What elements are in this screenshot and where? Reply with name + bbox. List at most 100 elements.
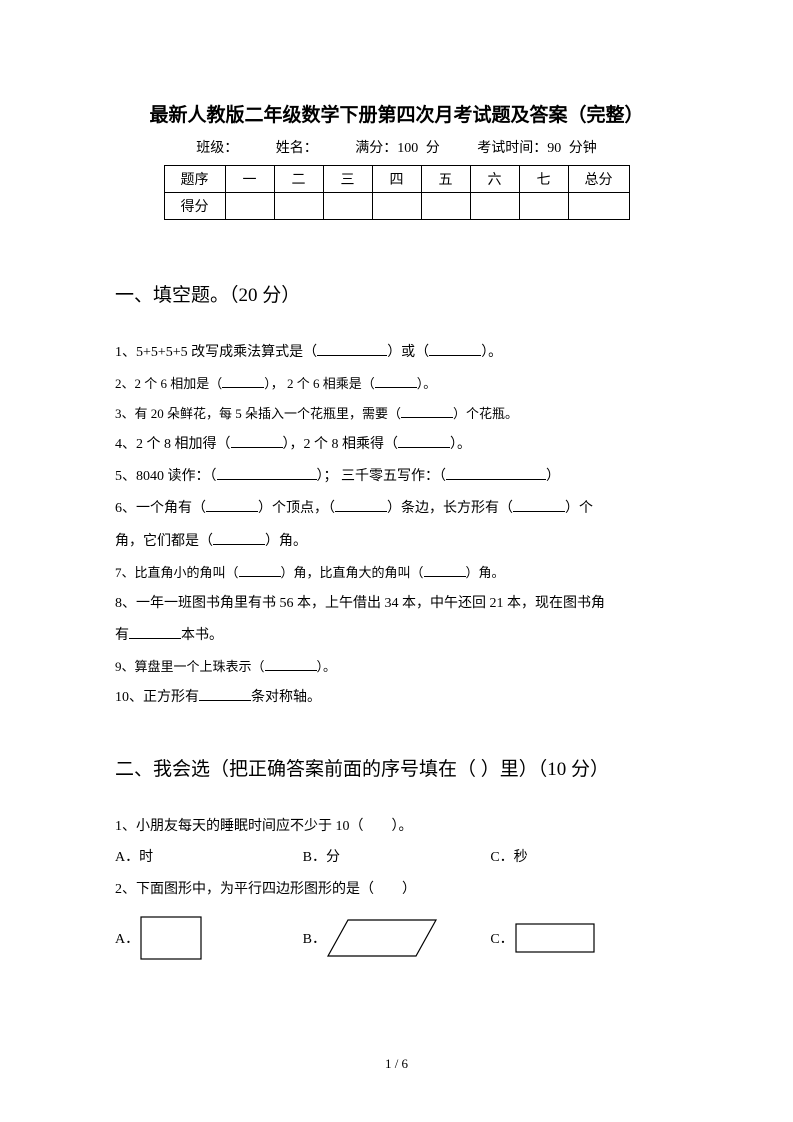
choice-b-shape: B．	[303, 914, 491, 962]
full-value: 100 分	[397, 141, 440, 156]
full-label: 满分：	[355, 141, 397, 156]
blank	[335, 497, 387, 512]
td-blank	[274, 193, 323, 220]
text: 本书。	[181, 628, 223, 643]
blank	[265, 657, 317, 671]
blank	[398, 433, 450, 448]
blank	[129, 624, 181, 639]
parallelogram-icon	[326, 914, 440, 962]
text: ），2 个 8 相乘得（	[283, 437, 399, 452]
text: 5、8040 读作：（	[115, 469, 217, 484]
choice-c-shape: C．	[490, 922, 678, 954]
blank	[317, 341, 387, 356]
choice-c-label: C．	[490, 928, 513, 948]
td-blank	[323, 193, 372, 220]
blank	[446, 465, 546, 480]
q3: 3、有 20 朵鲜花，每 5 朵插入一个花瓶里，需要（ ）个花瓶。	[115, 399, 678, 429]
s2-q2-choices: A． B． C．	[115, 914, 678, 962]
text: 6、一个角有（	[115, 501, 206, 516]
td-blank	[470, 193, 519, 220]
s2-q1-choices: A．时 B．分 C．秒	[115, 843, 678, 874]
choice-b: B．分	[303, 843, 491, 874]
score-table: 题序 一 二 三 四 五 六 七 总分 得分	[164, 165, 630, 220]
page-number: 1 / 6	[0, 1056, 793, 1072]
q8-line2: 有 本书。	[115, 620, 678, 652]
section-1-heading: 一、填空题。（20 分）	[115, 280, 678, 307]
text: ）。	[317, 659, 337, 674]
blank	[199, 686, 251, 701]
table-row: 题序 一 二 三 四 五 六 七 总分	[164, 166, 629, 193]
text: ）。	[481, 345, 502, 360]
text: 7、比直角小的角叫（	[115, 565, 239, 580]
blank	[239, 563, 281, 577]
td-blank	[372, 193, 421, 220]
page-title: 最新人教版二年级数学下册第四次月考试题及答案（完整）	[115, 100, 678, 127]
blank	[429, 341, 481, 356]
q5: 5、8040 读作：（ ）； 三千零五写作：（ ）	[115, 461, 678, 493]
th-5: 五	[421, 166, 470, 193]
td-blank	[421, 193, 470, 220]
td-score-label: 得分	[164, 193, 225, 220]
th-4: 四	[372, 166, 421, 193]
s2-q1: 1、小朋友每天的睡眠时间应不少于 10（ ）。	[115, 811, 678, 843]
section-2-heading: 二、我会选（把正确答案前面的序号填在（ ）里）（10 分）	[115, 754, 678, 781]
blank	[213, 530, 265, 545]
q8-line1: 8、一年一班图书角里有书 56 本，上午借出 34 本，中午还回 21 本，现在…	[115, 588, 678, 620]
text: ）。	[417, 376, 437, 391]
q6-line1: 6、一个角有（ ）个顶点，（ ）条边，长方形有（ ）个	[115, 493, 678, 525]
q9: 9、算盘里一个上珠表示（ ）。	[115, 652, 678, 682]
q4: 4、2 个 8 相加得（），2 个 8 相乘得（）。	[115, 429, 678, 461]
td-blank	[519, 193, 568, 220]
s2-q2: 2、下面图形中，为平行四边形图形的是（ ）	[115, 874, 678, 906]
blank	[513, 497, 565, 512]
text: ）角。	[466, 565, 505, 580]
blank	[375, 374, 417, 388]
text: 10、正方形有	[115, 690, 199, 705]
choice-c: C．秒	[490, 843, 678, 874]
text: ）	[546, 469, 560, 484]
time-value: 90 分钟	[547, 141, 597, 156]
q7: 7、比直角小的角叫（）角，比直角大的角叫（）角。	[115, 558, 678, 588]
text: ）条边，长方形有（	[387, 501, 513, 516]
blank	[231, 433, 283, 448]
rectangle-icon	[514, 922, 596, 954]
th-2: 二	[274, 166, 323, 193]
th-6: 六	[470, 166, 519, 193]
th-seq: 题序	[164, 166, 225, 193]
th-3: 三	[323, 166, 372, 193]
text: 1、5+5+5+5 改写成乘法算式是（	[115, 345, 317, 360]
meta-line: 班级： 姓名： 满分：100 分 考试时间：90 分钟	[115, 137, 678, 157]
text: 9、算盘里一个上珠表示（	[115, 659, 265, 674]
rectangle-icon	[139, 915, 203, 961]
q2: 2、2 个 6 相加是（ ）， 2 个 6 相乘是（ ）。	[115, 369, 678, 399]
choice-a-label: A．	[115, 928, 139, 948]
text: ）； 三千零五写作：（	[317, 469, 447, 484]
text: 角，它们都是（	[115, 534, 213, 549]
text: ）个	[565, 501, 593, 516]
text: 2、2 个 6 相加是（	[115, 376, 222, 391]
blank	[424, 563, 466, 577]
blank	[206, 497, 258, 512]
text: 3、有 20 朵鲜花，每 5 朵插入一个花瓶里，需要（	[115, 406, 401, 421]
text: 4、2 个 8 相加得（	[115, 437, 231, 452]
th-total: 总分	[568, 166, 629, 193]
page: 最新人教版二年级数学下册第四次月考试题及答案（完整） 班级： 姓名： 满分：10…	[0, 0, 793, 1122]
choice-a-shape: A．	[115, 915, 303, 961]
td-blank	[225, 193, 274, 220]
text: ）角。	[265, 534, 307, 549]
th-1: 一	[225, 166, 274, 193]
choice-a: A．时	[115, 843, 303, 874]
text: ）或（	[387, 345, 429, 360]
text: 条对称轴。	[251, 690, 321, 705]
choice-b-label: B．	[303, 928, 326, 948]
q6-line2: 角，它们都是（ ）角。	[115, 526, 678, 558]
text: ）个花瓶。	[453, 406, 518, 421]
table-row: 得分	[164, 193, 629, 220]
text: ）， 2 个 6 相乘是（	[264, 376, 375, 391]
q1: 1、5+5+5+5 改写成乘法算式是（ ）或（ ）。	[115, 337, 678, 369]
blank	[401, 404, 453, 418]
td-blank	[568, 193, 629, 220]
text: 有	[115, 628, 129, 643]
text: ）个顶点，（	[258, 501, 335, 516]
blank	[217, 465, 317, 480]
